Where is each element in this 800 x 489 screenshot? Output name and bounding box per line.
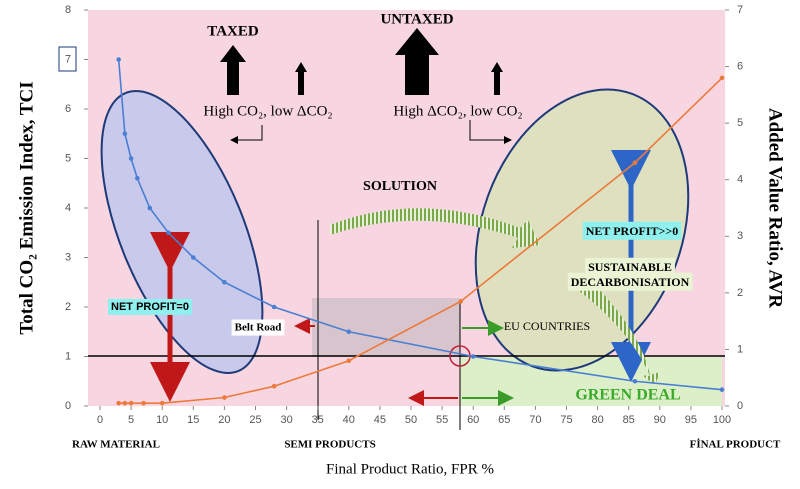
x-axis-title: Final Product Ratio, FPR % (326, 461, 494, 477)
y-tick-label: 8 (65, 4, 71, 16)
y2-axis-title: Added Value Ratio, AVR (765, 108, 786, 309)
x-tick-label: 100 (713, 414, 731, 426)
point (719, 75, 725, 81)
arrow (295, 62, 307, 95)
x-tick-label: 75 (560, 414, 572, 426)
x-tick-label: 5 (128, 414, 134, 426)
annotation-bg (231, 319, 285, 336)
x-tick-label: 70 (529, 414, 541, 426)
y-tick-label: 2 (65, 301, 71, 313)
y2-tick-label: 6 (737, 60, 743, 72)
y-axis-title: Total CO₂ Emission Index, TCI (16, 81, 37, 334)
x-tick-label: 90 (654, 414, 666, 426)
annotation: SOLUTION (363, 179, 437, 194)
point (159, 400, 165, 406)
y2-tick-label: 7 (737, 4, 743, 16)
hatched-arrow (578, 280, 660, 385)
annotation: EU COUNTRIES (504, 319, 590, 333)
point (271, 304, 277, 310)
arrow (230, 125, 263, 144)
annotation: High CO₂, low ΔCO₂ (203, 103, 332, 119)
point (470, 354, 476, 359)
y-tick-label: 1 (65, 350, 71, 362)
y2-tick-label: 5 (737, 117, 743, 129)
annotation-bg (582, 221, 682, 240)
annotation: Belt Road (235, 322, 282, 334)
category-label: RAW MATERIAL (72, 439, 160, 451)
annotation: NET PROFIT>>0 (586, 224, 678, 238)
point (632, 160, 638, 166)
point (122, 400, 128, 406)
x-tick-label: 50 (405, 414, 417, 426)
y-tick-label: 6 (65, 103, 71, 115)
point (128, 156, 134, 161)
annotation: UNTAXED (380, 11, 453, 27)
x-tick-label: 60 (467, 414, 479, 426)
tick-box (58, 46, 77, 72)
x-tick-label: 20 (218, 414, 230, 426)
x-tick-label: 65 (498, 414, 510, 426)
arrow (220, 45, 246, 95)
annotation: SUSTAINABLE (588, 260, 672, 274)
point (128, 400, 134, 406)
x-tick-label: 95 (685, 414, 697, 426)
y2-tick-label: 1 (737, 343, 743, 355)
arrow (469, 120, 512, 144)
y2-tick-label: 3 (737, 230, 743, 242)
x-tick-label: 15 (187, 414, 199, 426)
arrow (395, 28, 439, 95)
point (222, 395, 227, 400)
annotation: DECARBONISATION (571, 275, 690, 289)
point (719, 387, 725, 392)
point (346, 329, 352, 335)
x-tick-label: 0 (97, 414, 103, 426)
annotation-bg (108, 298, 192, 315)
annotation-bg (585, 257, 675, 276)
y-tick-label: 7 (65, 53, 71, 65)
point (116, 400, 121, 406)
y2-tick-label: 4 (737, 174, 743, 186)
x-tick-label: 25 (249, 414, 261, 426)
category-label: FİNAL PRODUCT (690, 439, 781, 451)
point (141, 400, 146, 406)
annotation: TAXED (207, 23, 259, 39)
y2-tick-label: 2 (737, 287, 743, 299)
hatched-arrow (330, 208, 540, 248)
point (271, 383, 277, 389)
point (166, 230, 171, 236)
x-tick-label: 85 (623, 414, 635, 426)
category-label: SEMI PRODUCTS (284, 439, 375, 451)
x-tick-label: 40 (343, 414, 355, 426)
annotation: NET PROFIT=0 (111, 301, 189, 313)
annotation: GREEN DEAL (575, 387, 680, 404)
point (632, 378, 638, 384)
x-tick-label: 80 (591, 414, 603, 426)
y2-tick-label: 0 (737, 400, 743, 412)
point (191, 255, 196, 260)
y-tick-label: 0 (65, 400, 71, 412)
arrow (491, 62, 503, 95)
point (458, 299, 464, 304)
y-tick-label: 3 (65, 251, 71, 263)
point (147, 205, 153, 211)
point (116, 57, 121, 62)
point (222, 279, 227, 285)
annotation: High ΔCO₂, low CO₂ (393, 103, 522, 119)
point (122, 131, 128, 137)
x-tick-label: 35 (312, 414, 324, 426)
y-tick-label: 5 (65, 152, 71, 164)
y-tick-label: 4 (65, 202, 71, 214)
x-tick-label: 30 (280, 414, 292, 426)
x-tick-label: 10 (156, 414, 168, 426)
point (135, 176, 140, 181)
x-tick-label: 55 (436, 414, 448, 426)
x-tick-label: 45 (374, 414, 386, 426)
annotation-bg (567, 272, 693, 291)
point (346, 358, 352, 364)
